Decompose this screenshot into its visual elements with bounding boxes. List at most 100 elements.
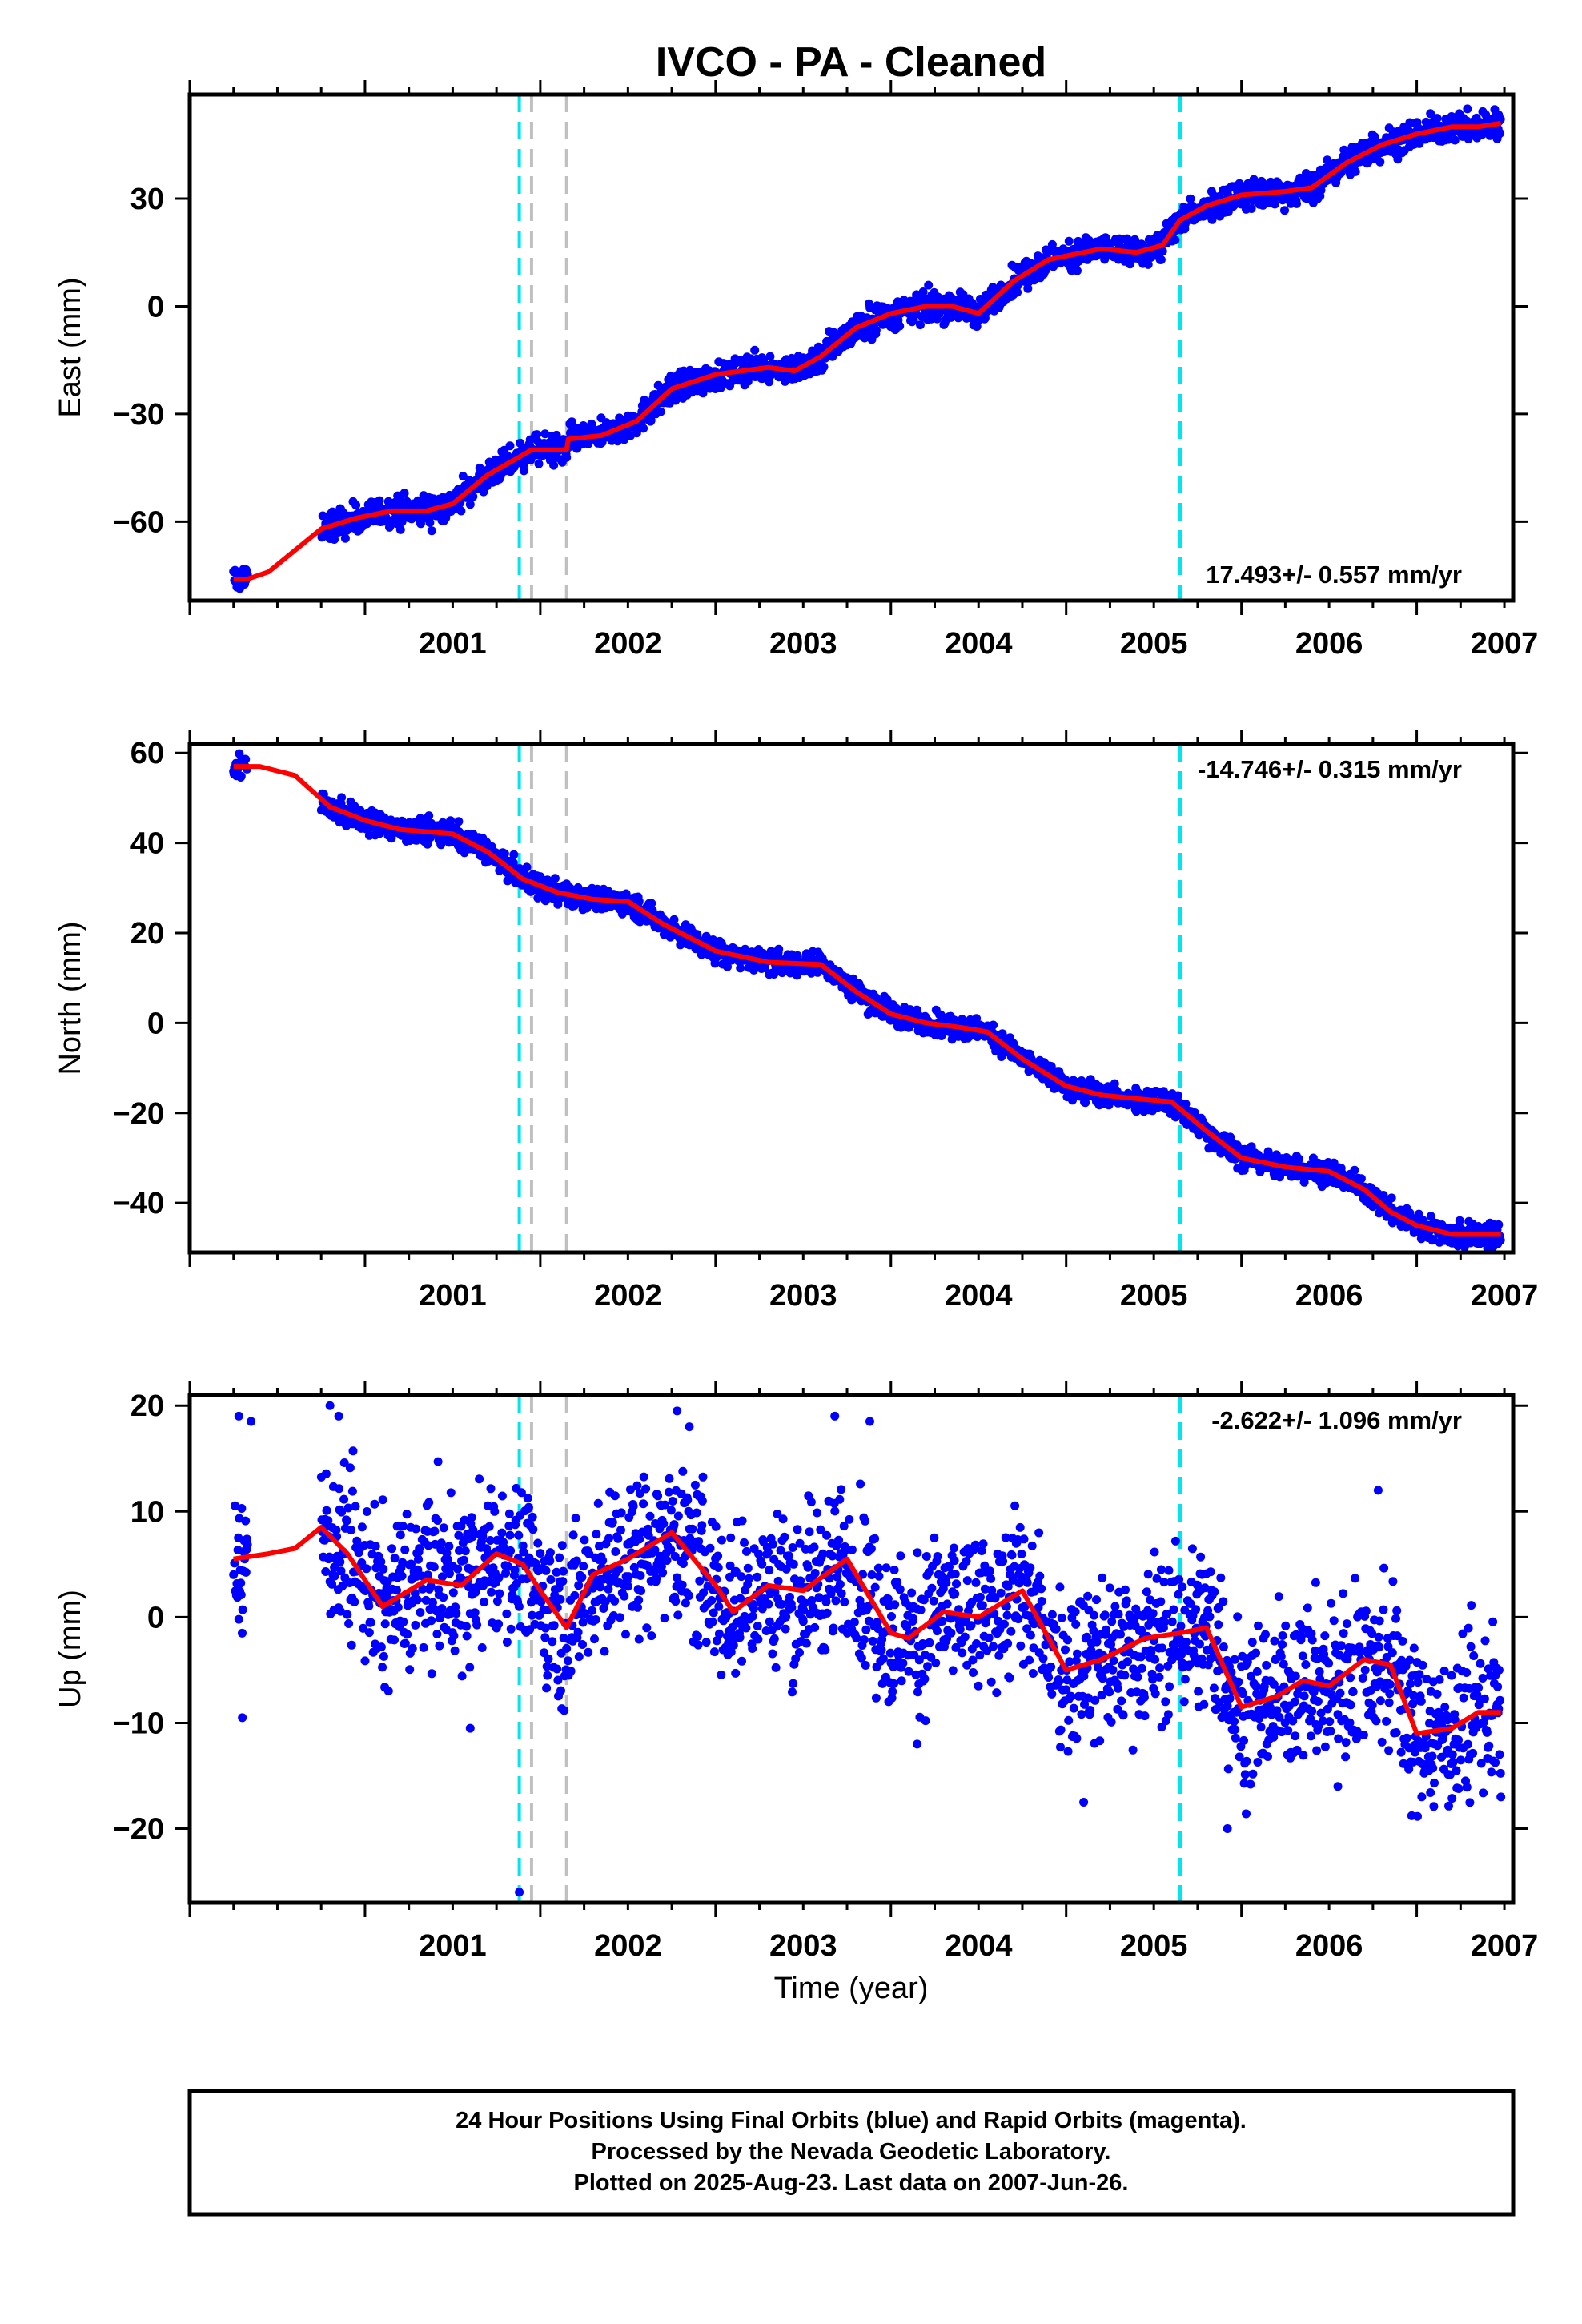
rate-label: -14.746+/- 0.315 mm/yr xyxy=(1198,755,1462,783)
data-point xyxy=(544,1654,553,1663)
data-point xyxy=(540,1623,550,1633)
data-point xyxy=(427,1616,436,1626)
data-point xyxy=(454,1530,464,1540)
x-tick-label: 2003 xyxy=(769,1279,837,1313)
data-point xyxy=(765,352,775,361)
data-point xyxy=(612,436,622,446)
data-point xyxy=(343,1610,352,1619)
data-point xyxy=(427,526,436,536)
data-point xyxy=(357,1558,367,1567)
data-point xyxy=(504,1509,514,1518)
data-point xyxy=(1494,1220,1504,1229)
data-point xyxy=(500,849,509,858)
data-point xyxy=(456,506,466,516)
data-point xyxy=(468,492,478,501)
data-point xyxy=(335,1484,344,1494)
data-point xyxy=(362,1507,371,1516)
data-point xyxy=(335,1557,345,1566)
data-point xyxy=(514,1602,524,1611)
data-point xyxy=(435,1641,444,1651)
plot-frame xyxy=(187,92,1516,603)
x-tick-label: 2007 xyxy=(1471,627,1539,661)
y-tick-label: 0 xyxy=(147,290,164,324)
data-point xyxy=(443,1554,452,1564)
data-point xyxy=(536,1549,545,1558)
rate-label: 17.493+/- 0.557 mm/yr xyxy=(1206,561,1462,589)
data-point xyxy=(485,1536,495,1545)
data-point xyxy=(774,944,784,954)
data-point xyxy=(1450,135,1460,145)
data-point xyxy=(510,1566,520,1575)
data-point xyxy=(343,1503,353,1513)
data-point xyxy=(241,1516,251,1526)
data-point xyxy=(1064,236,1074,246)
data-point xyxy=(528,1610,537,1620)
data-point xyxy=(432,1630,442,1638)
data-point xyxy=(523,1494,532,1503)
data-point xyxy=(1432,114,1442,123)
data-point xyxy=(502,1609,512,1618)
data-point xyxy=(378,1495,387,1505)
data-point xyxy=(494,1573,504,1582)
x-tick-label: 2002 xyxy=(594,1279,662,1313)
data-point xyxy=(533,1538,543,1548)
data-point xyxy=(546,1575,556,1584)
data-point xyxy=(548,1637,557,1647)
data-point xyxy=(439,1523,448,1533)
data-point xyxy=(430,1526,440,1536)
data-point xyxy=(1190,1108,1199,1117)
data-point xyxy=(1158,247,1167,256)
data-point xyxy=(516,1488,526,1498)
data-point xyxy=(444,1542,454,1551)
data-point xyxy=(490,1506,500,1516)
data-point xyxy=(871,325,881,335)
data-point xyxy=(750,345,760,355)
data-point xyxy=(237,1504,247,1513)
data-point xyxy=(408,1643,417,1653)
data-point xyxy=(433,1457,443,1466)
y-tick-label: 0 xyxy=(147,1007,164,1040)
y-tick-label: 30 xyxy=(130,183,164,216)
data-point xyxy=(231,1501,239,1510)
data-point xyxy=(339,1458,349,1467)
data-point xyxy=(1393,155,1403,164)
data-point xyxy=(1156,255,1166,264)
y-tick-label: −30 xyxy=(113,398,164,432)
data-point xyxy=(455,1546,464,1555)
data-point xyxy=(400,1638,410,1648)
north-panel: 2001 2002 2003 2004 2005 2006 2007−40−20020406… xyxy=(54,730,1538,1313)
data-point xyxy=(541,1566,551,1575)
data-point xyxy=(412,1595,422,1605)
data-point xyxy=(243,1540,252,1550)
data-point xyxy=(475,1474,484,1484)
data-point xyxy=(351,501,361,510)
data-point xyxy=(229,1570,239,1579)
east-panel: 2001 2002 2003 2004 2005 2006 2007−60−30030Eas… xyxy=(54,80,1538,661)
data-point xyxy=(359,1623,368,1633)
y-tick-label: 40 xyxy=(130,827,164,861)
data-point xyxy=(542,1683,552,1693)
data-point xyxy=(1496,128,1505,138)
data-point xyxy=(1173,1091,1182,1100)
y-axis-label: East (mm) xyxy=(54,277,87,417)
data-point xyxy=(519,466,528,476)
data-point xyxy=(492,1597,502,1606)
data-point xyxy=(1356,1174,1366,1184)
data-point xyxy=(1143,259,1153,269)
data-point xyxy=(549,1621,559,1630)
data-point xyxy=(1370,132,1379,142)
data-point xyxy=(450,1646,460,1655)
data-point xyxy=(350,1597,359,1606)
data-point xyxy=(238,1605,247,1614)
data-point xyxy=(424,811,434,821)
x-tick-label: 2006 xyxy=(1295,1279,1363,1313)
data-point xyxy=(480,1598,489,1606)
data-point xyxy=(506,1624,516,1634)
data-point xyxy=(462,1631,472,1641)
data-point xyxy=(398,1558,408,1567)
data-point xyxy=(723,962,732,971)
data-point xyxy=(421,1595,431,1605)
data-point xyxy=(1013,287,1022,297)
data-point xyxy=(1047,239,1057,249)
data-point xyxy=(1387,1193,1396,1203)
